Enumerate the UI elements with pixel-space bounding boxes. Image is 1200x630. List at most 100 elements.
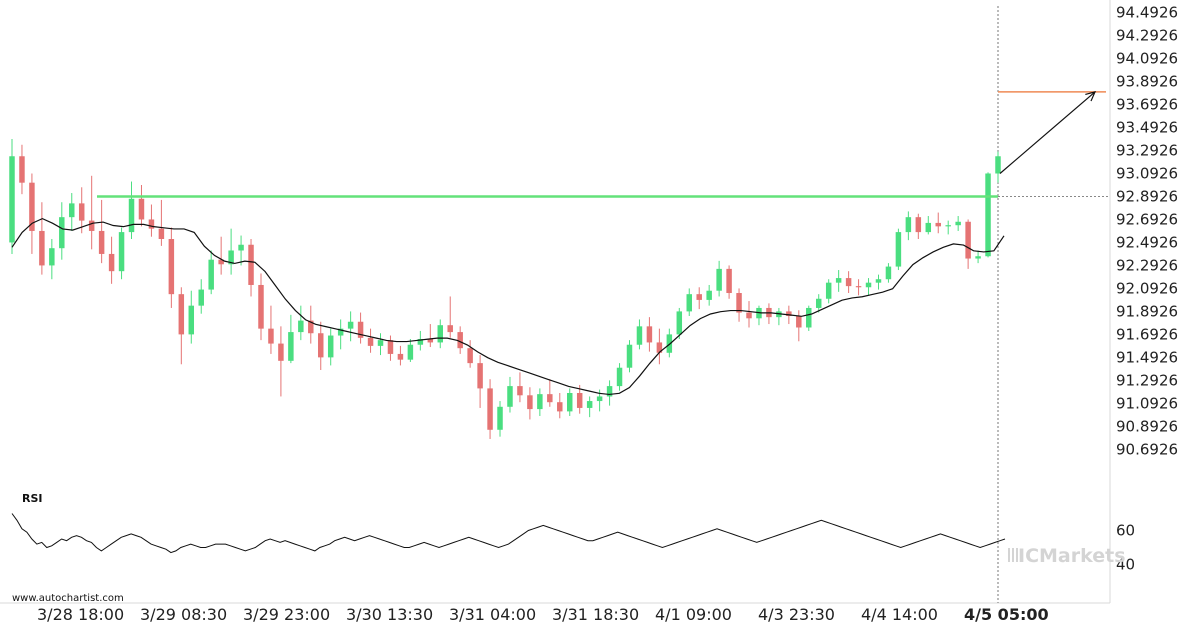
candle-body bbox=[138, 198, 145, 220]
candle-body bbox=[9, 156, 15, 243]
candle-body bbox=[288, 332, 294, 361]
candle-body bbox=[337, 328, 344, 336]
candle-body bbox=[39, 230, 45, 266]
candle-body bbox=[955, 221, 961, 226]
candle-body bbox=[318, 333, 324, 358]
candle-body bbox=[387, 340, 394, 354]
candle-body bbox=[168, 238, 175, 295]
candle-body bbox=[736, 293, 742, 313]
price-tick-label: 93.2926 bbox=[1116, 142, 1178, 160]
candle-body bbox=[865, 282, 872, 288]
candle-body bbox=[746, 312, 752, 319]
candle-body bbox=[258, 284, 264, 329]
candle-body bbox=[646, 326, 653, 343]
candle-body bbox=[477, 363, 483, 389]
candle-body bbox=[128, 198, 135, 233]
candle-body bbox=[696, 294, 702, 300]
candle-body bbox=[248, 244, 254, 285]
candle-body bbox=[656, 342, 663, 353]
candle-body bbox=[586, 401, 593, 408]
candle-body bbox=[706, 290, 712, 300]
candle-body bbox=[78, 203, 85, 221]
rsi-tick-label: 60 bbox=[1116, 522, 1135, 540]
candle-body bbox=[616, 367, 623, 387]
candle-body bbox=[19, 156, 25, 183]
candle-body bbox=[806, 307, 812, 328]
candle-body bbox=[985, 173, 991, 257]
levels-layer bbox=[97, 90, 1110, 198]
candle-body bbox=[945, 225, 951, 227]
candle-body bbox=[557, 402, 563, 412]
candle-body bbox=[268, 328, 274, 344]
candle-body bbox=[437, 325, 444, 343]
candle-body bbox=[238, 244, 244, 251]
price-tick-label: 93.8926 bbox=[1116, 73, 1178, 91]
candle-body bbox=[686, 294, 692, 312]
candle-body bbox=[298, 320, 304, 333]
price-tick-label: 94.2926 bbox=[1116, 27, 1178, 45]
price-tick-label: 92.8926 bbox=[1116, 187, 1178, 205]
candle-body bbox=[158, 228, 165, 239]
price-axis: 94.4926 94.2926 94.0926 93.8926 93.6926 93.49… bbox=[1116, 4, 1178, 459]
candle-body bbox=[327, 335, 334, 358]
brand-text: ICMarkets bbox=[1018, 545, 1126, 567]
price-tick-label: 93.0926 bbox=[1116, 164, 1178, 182]
moving-average-line bbox=[11, 217, 1005, 396]
candle-body bbox=[308, 320, 314, 334]
candle-body bbox=[278, 343, 284, 361]
candle-body bbox=[377, 340, 384, 346]
candle-body bbox=[815, 298, 822, 308]
candle-body bbox=[29, 182, 35, 231]
candle-body bbox=[566, 392, 573, 412]
candle-body bbox=[875, 279, 882, 283]
time-tick-label: 4/1 09:00 bbox=[655, 605, 732, 624]
candle-body bbox=[626, 344, 633, 368]
candle-body bbox=[905, 217, 912, 233]
candle-body bbox=[487, 388, 493, 430]
time-tick-label: 4/4 14:00 bbox=[861, 605, 938, 624]
candle-body bbox=[895, 232, 902, 267]
candle-body bbox=[88, 220, 95, 231]
price-tick-label: 92.2926 bbox=[1116, 256, 1178, 274]
candle-body bbox=[796, 315, 802, 328]
price-tick-label: 92.6926 bbox=[1116, 210, 1178, 228]
candle-body bbox=[188, 305, 195, 335]
candle-body bbox=[855, 286, 862, 288]
candle-body bbox=[596, 396, 603, 402]
price-tick-label: 91.0926 bbox=[1116, 394, 1178, 412]
time-tick-label: 3/31 18:30 bbox=[552, 605, 639, 624]
candle-body bbox=[208, 259, 214, 290]
candle-body bbox=[457, 332, 463, 349]
candle-body bbox=[965, 221, 971, 259]
price-tick-label: 93.4926 bbox=[1116, 119, 1178, 137]
brand-icon bbox=[1008, 548, 1018, 562]
candle-body bbox=[497, 406, 503, 430]
projection-arrow-head bbox=[1085, 90, 1097, 102]
candle-body bbox=[925, 222, 932, 233]
candle-body bbox=[218, 259, 224, 265]
time-tick-label: 3/28 18:00 bbox=[37, 605, 124, 624]
candle-body bbox=[995, 156, 1001, 174]
candle-body bbox=[447, 325, 453, 333]
candle-body bbox=[108, 253, 115, 272]
candle-body bbox=[178, 294, 185, 335]
candle-body bbox=[726, 268, 732, 294]
price-tick-label: 90.6926 bbox=[1116, 440, 1178, 458]
candle-body bbox=[427, 338, 434, 343]
candle-body bbox=[825, 282, 832, 299]
rsi-label: RSI bbox=[22, 492, 43, 505]
candle-body bbox=[576, 392, 583, 408]
candle-body bbox=[228, 250, 234, 265]
time-tick-label: 3/31 04:00 bbox=[449, 605, 536, 624]
candle-body bbox=[676, 311, 683, 335]
candle-body bbox=[367, 337, 374, 346]
watermark-text: www.autochartist.com bbox=[12, 593, 124, 604]
candle-body bbox=[885, 266, 892, 280]
candle-body bbox=[467, 348, 473, 364]
candle-body bbox=[59, 217, 65, 249]
candle-body bbox=[507, 386, 513, 407]
candle-body bbox=[666, 334, 673, 353]
candle-body bbox=[118, 232, 125, 272]
